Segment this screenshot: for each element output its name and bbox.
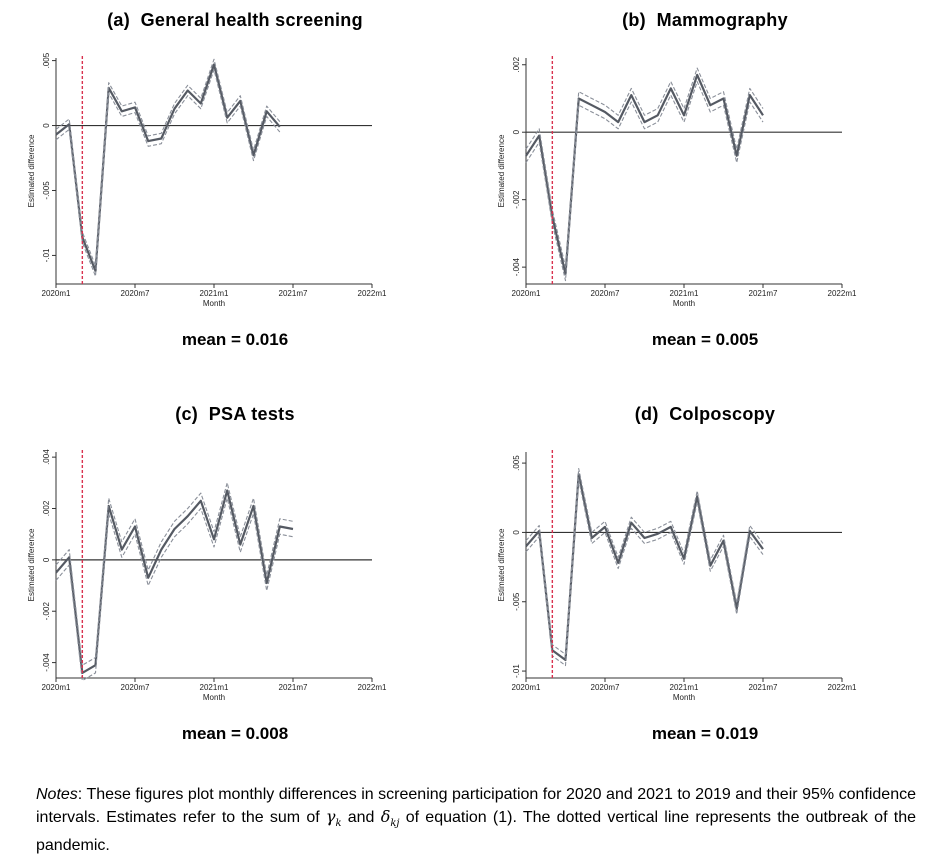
notes-and: and	[341, 809, 381, 826]
x-tick-label: 2020m7	[591, 683, 620, 692]
x-tick-label: 2020m7	[121, 683, 150, 692]
chart-mammography: -.004 -.002 0 .002 2020m1 2020m7 2021m1 2021m7 2…	[497, 56, 857, 308]
y-tick-label: -.005	[42, 181, 51, 200]
x-tick-label: 2021m1	[200, 683, 229, 692]
x-tick-label: 2022m1	[828, 683, 857, 692]
mean-label: mean = 0.008	[181, 724, 289, 743]
panel-mammography: (b) Mammography -.004 -.002 0 .002 2020m1 202…	[470, 10, 940, 400]
x-axis-label: Month	[203, 299, 225, 308]
panel-label: (a)	[107, 10, 130, 30]
panel-title-text: Colposcopy	[669, 404, 776, 424]
y-tick-label: 0	[42, 557, 51, 562]
y-tick-label: 0	[512, 530, 521, 535]
gamma-symbol: γk	[325, 807, 342, 830]
x-tick-label: 2021m1	[670, 683, 699, 692]
y-tick-label: .002	[512, 56, 521, 72]
x-tick-label: 2020m7	[591, 289, 620, 298]
series-ci-upper	[55, 58, 281, 267]
y-tick-label: -.002	[512, 190, 521, 209]
y-axis-label: Estimated difference	[27, 528, 36, 601]
x-tick-label: 2020m1	[42, 683, 71, 692]
notes-text-before: : These figures plot monthly differences…	[36, 786, 916, 826]
series-estimate	[525, 473, 764, 662]
panel-title: (c) PSA tests	[0, 404, 470, 425]
series-ci-lower	[55, 497, 294, 682]
notes-label: Notes	[36, 786, 78, 803]
x-tick-label: 2022m1	[358, 683, 387, 692]
x-tick-label: 2020m1	[512, 289, 541, 298]
x-tick-label: 2022m1	[358, 289, 387, 298]
chart-psa-tests: -.004 -.002 0 .002 .004 2020m1 2020m7 2021m1 202…	[27, 449, 387, 702]
series-estimate	[55, 63, 281, 273]
panel-title: (b) Mammography	[470, 10, 940, 31]
x-tick-label: 2020m1	[42, 289, 71, 298]
x-tick-label: 2020m1	[512, 683, 541, 692]
panel-colposcopy: (d) Colposcopy -.01 -.005 0 .005 2020m1 2020m…	[470, 404, 940, 794]
y-axis-label: Estimated difference	[497, 134, 506, 207]
mean-label: mean = 0.005	[651, 330, 759, 349]
panel-title: (a) General health screening	[0, 10, 470, 31]
figure-notes: Notes: These figures plot monthly differ…	[36, 784, 916, 857]
y-tick-label: 0	[512, 129, 521, 134]
notes-text-after: of equation (1). The dotted vertical lin…	[36, 809, 916, 855]
series-estimate	[525, 73, 764, 275]
series-ci-upper	[525, 468, 764, 655]
x-tick-label: 2021m7	[279, 683, 308, 692]
y-tick-label: .005	[42, 52, 51, 68]
y-tick-label: -.01	[42, 248, 51, 262]
y-tick-label: -.01	[512, 664, 521, 678]
y-tick-label: -.002	[42, 602, 51, 621]
delta-symbol: δkj	[380, 807, 400, 830]
x-tick-label: 2021m7	[749, 683, 778, 692]
y-tick-label: -.004	[512, 257, 521, 276]
series-ci-lower	[525, 479, 764, 667]
panel-general-health: (a) General health screening -.01 -.005 0.…	[0, 10, 470, 400]
y-axis-label: Estimated difference	[497, 528, 506, 601]
x-axis-label: Month	[673, 693, 695, 702]
series-ci-upper	[55, 482, 294, 666]
x-axis-label: Month	[203, 693, 225, 702]
x-tick-label: 2021m7	[279, 289, 308, 298]
y-axis-label: Estimated difference	[27, 134, 36, 207]
series-ci-lower	[55, 69, 281, 277]
panel-title-text: General health screening	[140, 10, 363, 30]
panel-label: (d)	[634, 404, 659, 424]
x-tick-label: 2021m7	[749, 289, 778, 298]
panel-label: (b)	[622, 10, 646, 30]
y-tick-label: 0	[42, 123, 51, 128]
y-tick-label: .004	[42, 449, 51, 465]
series-ci-lower	[525, 81, 764, 282]
y-tick-label: .005	[512, 455, 521, 471]
y-tick-label: -.004	[42, 653, 51, 672]
chart-general-health: -.01 -.005 0 .005 2020m1 2020m7 2021m1 2021m7 20…	[27, 52, 387, 308]
mean-label: mean = 0.016	[181, 330, 289, 349]
series-ci-upper	[525, 67, 764, 268]
panel-label: (c)	[175, 404, 199, 424]
series-estimate	[55, 489, 294, 674]
panel-psa-tests: (c) PSA tests -.004 -.002 0 .002 .004 2020m1 2…	[0, 404, 470, 794]
x-tick-label: 2021m1	[670, 289, 699, 298]
panel-title-text: Mammography	[656, 10, 788, 30]
x-tick-label: 2020m7	[121, 289, 150, 298]
panel-title: (d) Colposcopy	[470, 404, 940, 425]
y-tick-label: -.005	[512, 592, 521, 611]
panel-title-text: PSA tests	[208, 404, 295, 424]
chart-colposcopy: -.01 -.005 0 .005 2020m1 2020m7 2021m1 2021m7 20…	[497, 450, 857, 702]
x-axis-label: Month	[673, 299, 695, 308]
x-tick-label: 2021m1	[200, 289, 229, 298]
x-tick-label: 2022m1	[828, 289, 857, 298]
y-tick-label: .002	[42, 500, 51, 516]
mean-label: mean = 0.019	[651, 724, 759, 743]
